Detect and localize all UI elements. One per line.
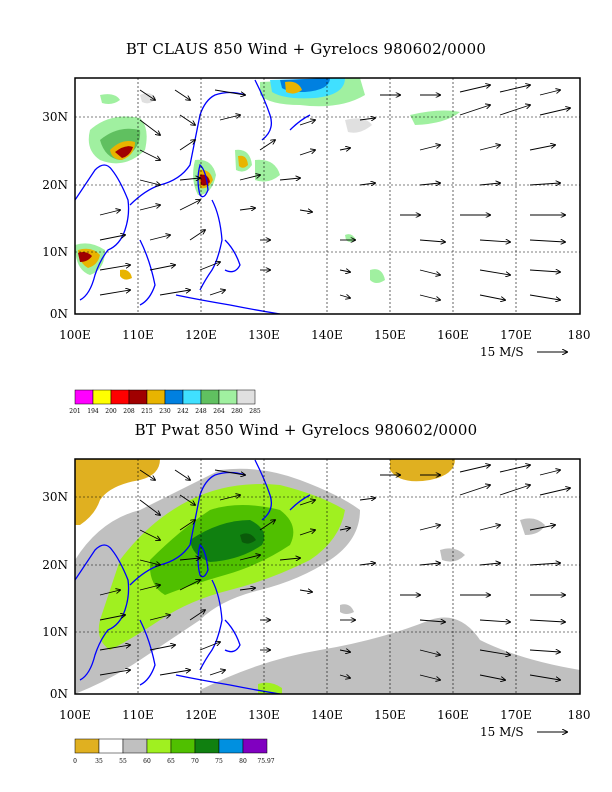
colorbar-swatch (74, 389, 94, 405)
colorbar-label: 280 (231, 408, 243, 415)
x-tick-label: 150E (374, 328, 406, 342)
colorbar-swatch (182, 389, 202, 405)
colorbar-swatch (170, 738, 196, 754)
colorbar-swatch (218, 738, 244, 754)
colorbar-swatch (200, 389, 220, 405)
colorbar-label: 201 (69, 408, 80, 415)
colorbar-label: 248 (195, 408, 207, 415)
x-tick-label: 180 (568, 708, 591, 722)
colorbar-swatch (146, 389, 166, 405)
map-frame (74, 458, 581, 695)
claus-map-panel: 100E 110E 120E 130E 140E 150E 160E 170E … (42, 77, 590, 415)
colorbar-label: 35 (95, 758, 103, 765)
x-tick-labels: 100E 110E 120E 130E 140E 150E 160E 170E … (59, 708, 590, 722)
colorbar-label: 242 (177, 408, 189, 415)
gridlines (75, 78, 580, 314)
wind-vectors (99, 465, 570, 680)
x-tick-label: 100E (59, 708, 91, 722)
x-tick-label: 140E (311, 328, 343, 342)
colorbar-label: 70 (191, 758, 199, 765)
x-tick-label: 120E (185, 328, 217, 342)
pwat-map-panel: 100E 110E 120E 130E 140E 150E 160E 170E … (42, 458, 590, 765)
x-tick-label: 100E (59, 328, 91, 342)
bottom-panel-title: BT Pwat 850 Wind + Gyrelocs 980602/0000 (134, 421, 478, 439)
wind-vectors (99, 85, 570, 300)
x-tick-label: 110E (122, 328, 154, 342)
colorbar-swatch (128, 389, 148, 405)
colorbar-swatch (242, 738, 268, 754)
y-tick-label: 0N (50, 687, 68, 701)
colorbar-swatch (236, 389, 256, 405)
x-tick-label: 170E (500, 708, 532, 722)
colorbar-swatch (122, 738, 148, 754)
y-tick-label: 0N (50, 307, 68, 321)
colorbar-label: 75 (215, 758, 223, 765)
gridlines (75, 459, 580, 694)
colorbar-label: 264 (213, 408, 225, 415)
x-tick-label: 130E (248, 708, 280, 722)
map-frame (74, 77, 581, 315)
vector-reference-label: 15 M/S (480, 345, 524, 359)
x-tick-label: 140E (311, 708, 343, 722)
colorbar-label: 285 (249, 408, 261, 415)
colorbar-label: 194 (87, 408, 99, 415)
colorbar-swatch (98, 738, 124, 754)
colorbar-label: 75.97 (257, 758, 274, 765)
x-tick-labels: 100E 110E 120E 130E 140E 150E 160E 170E … (59, 328, 590, 342)
x-tick-label: 110E (122, 708, 154, 722)
x-tick-label: 170E (500, 328, 532, 342)
colorbar-label: 60 (143, 758, 151, 765)
colorbar-label: 80 (239, 758, 247, 765)
colorbar-label: 55 (119, 758, 127, 765)
y-tick-label: 20N (42, 178, 68, 192)
colorbar-label: 208 (123, 408, 135, 415)
x-tick-label: 160E (437, 328, 469, 342)
y-tick-labels: 0N 10N 20N 30N (42, 490, 68, 701)
colorbar-label: 230 (159, 408, 171, 415)
x-tick-label: 160E (437, 708, 469, 722)
y-tick-label: 10N (42, 245, 68, 259)
claus-colorbar: 201 194 200 208 215 230 242 248 264 280 … (69, 389, 261, 415)
y-tick-label: 20N (42, 558, 68, 572)
top-panel-title: BT CLAUS 850 Wind + Gyrelocs 980602/0000 (125, 40, 487, 58)
colorbar-swatch (146, 738, 172, 754)
colorbar-swatch (218, 389, 238, 405)
colorbar-swatch (92, 389, 112, 405)
x-tick-label: 180 (568, 328, 591, 342)
colorbar-swatch (164, 389, 184, 405)
colorbar-swatch (194, 738, 220, 754)
colorbar-label: 215 (141, 408, 153, 415)
pwat-shading (75, 459, 580, 694)
colorbar-label: 200 (105, 408, 117, 415)
x-tick-label: 130E (248, 328, 280, 342)
pwat-colorbar: 0 35 55 60 65 70 75 80 75.97 (73, 738, 275, 765)
x-tick-label: 150E (374, 708, 406, 722)
coastlines (75, 79, 311, 314)
vector-reference-label: 15 M/S (480, 725, 524, 739)
x-tick-label: 120E (185, 708, 217, 722)
y-tick-label: 10N (42, 625, 68, 639)
y-tick-label: 30N (42, 110, 68, 124)
y-tick-labels: 0N 10N 20N 30N (42, 110, 68, 321)
colorbar-label: 0 (73, 758, 77, 765)
y-tick-label: 30N (42, 490, 68, 504)
colorbar-swatch (74, 738, 100, 754)
colorbar-label: 65 (167, 758, 175, 765)
colorbar-swatch (110, 389, 130, 405)
